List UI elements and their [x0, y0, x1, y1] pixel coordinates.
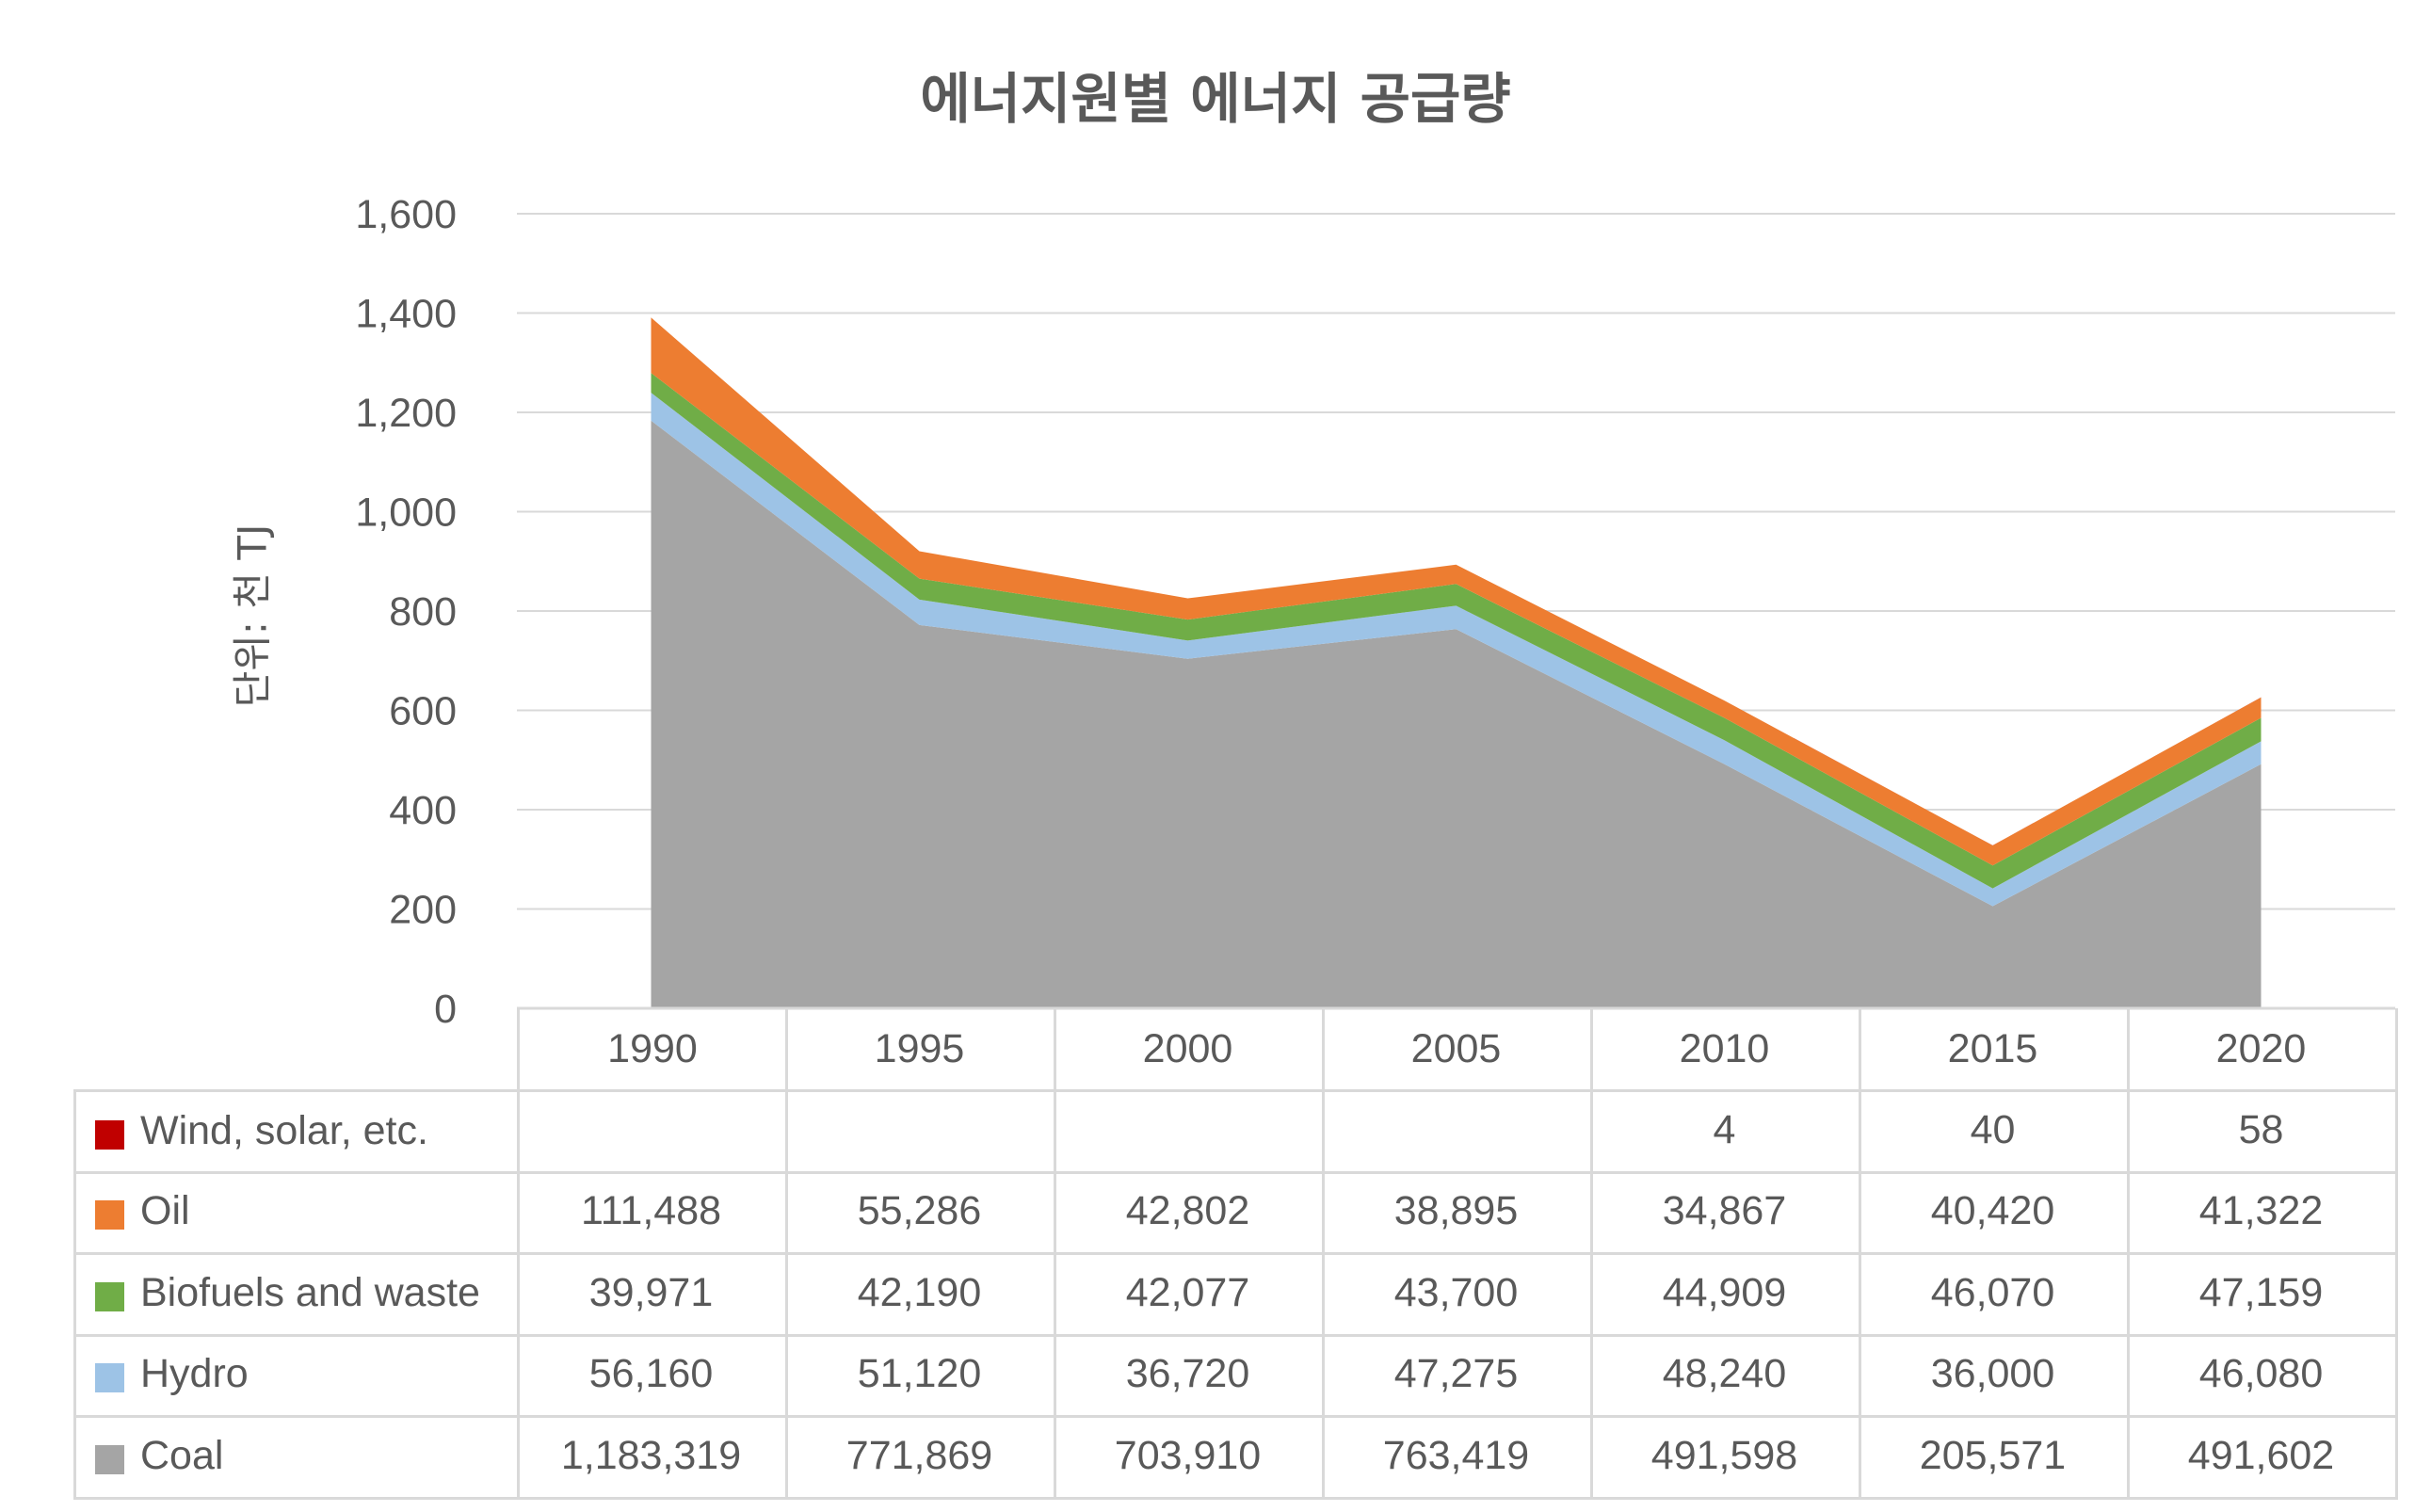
table-cell: 491,598	[1590, 1415, 1861, 1500]
table-cell: 51,120	[785, 1333, 1056, 1418]
legend-row-label: Oil	[73, 1170, 520, 1255]
table-cell: 38,895	[1322, 1170, 1593, 1255]
legend-label: Wind, solar, etc.	[140, 1108, 428, 1154]
table-cell: 39,971	[517, 1252, 788, 1337]
area-coal	[651, 420, 2262, 1009]
table-cell: 48,240	[1590, 1333, 1861, 1418]
y-tick-label: 400	[389, 788, 457, 833]
legend-row-label: Biofuels and waste	[73, 1252, 520, 1337]
table-cell: 58	[2127, 1089, 2398, 1174]
x-tick-label: 2010	[1590, 1008, 1861, 1092]
x-tick-label: 1995	[785, 1008, 1056, 1092]
x-tick-label: 2020	[2127, 1008, 2398, 1092]
table-cell: 491,602	[2127, 1415, 2398, 1500]
legend-swatch-icon	[95, 1200, 124, 1231]
legend-label: Coal	[140, 1432, 224, 1478]
y-tick-label: 1,400	[355, 292, 457, 337]
table-cell: 205,571	[1859, 1415, 2130, 1500]
table-cell	[785, 1089, 1056, 1174]
table-cell: 703,910	[1054, 1415, 1325, 1500]
y-tick-label: 1,600	[355, 192, 457, 237]
x-tick-label: 2015	[1859, 1008, 2130, 1092]
table-cell: 42,802	[1054, 1170, 1325, 1255]
table-cell: 36,720	[1054, 1333, 1325, 1418]
x-tick-label: 2005	[1322, 1008, 1593, 1092]
y-tick-label: 1,200	[355, 391, 457, 436]
x-tick-label: 2000	[1054, 1008, 1325, 1092]
legend-swatch-icon	[95, 1120, 124, 1150]
table-cell: 56,160	[517, 1333, 788, 1418]
legend-label: Biofuels and waste	[140, 1269, 480, 1315]
chart-title: 에너지원별 에너지 공급량	[920, 67, 1511, 131]
table-cell: 36,000	[1859, 1333, 2130, 1418]
table-cell: 40	[1859, 1089, 2130, 1174]
table-cell: 43,700	[1322, 1252, 1593, 1337]
table-cell: 111,488	[517, 1170, 788, 1255]
table-cell: 40,420	[1859, 1170, 2130, 1255]
legend-swatch-icon	[95, 1444, 124, 1474]
table-cell: 42,190	[785, 1252, 1056, 1337]
table-cell: 1,183,319	[517, 1415, 788, 1500]
y-tick-label: 0	[434, 987, 457, 1032]
table-cell: 46,070	[1859, 1252, 2130, 1337]
table-cell: 763,419	[1322, 1415, 1593, 1500]
legend-row-label: Wind, solar, etc.	[73, 1089, 520, 1174]
legend-row-label: Hydro	[73, 1333, 520, 1418]
legend-label: Oil	[140, 1188, 190, 1234]
legend-row-label: Coal	[73, 1415, 520, 1500]
table-cell: 46,080	[2127, 1333, 2398, 1418]
table-cell: 41,322	[2127, 1170, 2398, 1255]
table-cell: 34,867	[1590, 1170, 1861, 1255]
legend-label: Hydro	[140, 1351, 249, 1397]
y-tick-label: 600	[389, 689, 457, 734]
y-tick-label: 800	[389, 589, 457, 635]
table-cell	[517, 1089, 788, 1174]
y-tick-label: 200	[389, 888, 457, 933]
x-tick-label: 1990	[517, 1008, 788, 1092]
legend-swatch-icon	[95, 1363, 124, 1393]
table-cell: 4	[1590, 1089, 1861, 1174]
table-cell: 55,286	[785, 1170, 1056, 1255]
y-tick-label: 1,000	[355, 491, 457, 536]
table-cell	[1322, 1089, 1593, 1174]
table-cell: 42,077	[1054, 1252, 1325, 1337]
table-cell: 47,159	[2127, 1252, 2398, 1337]
legend-swatch-icon	[95, 1281, 124, 1311]
table-cell: 44,909	[1590, 1252, 1861, 1337]
table-cell: 771,869	[785, 1415, 1056, 1500]
table-cell	[1054, 1089, 1325, 1174]
table-cell: 47,275	[1322, 1333, 1593, 1418]
